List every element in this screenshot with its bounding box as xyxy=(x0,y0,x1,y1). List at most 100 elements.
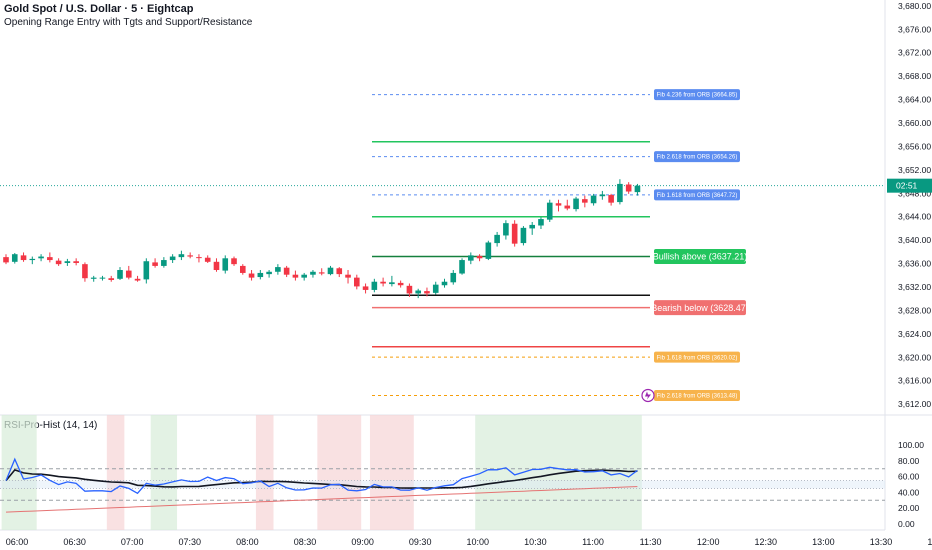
candle-body xyxy=(108,278,115,280)
candle-body xyxy=(125,270,132,278)
time-tick: 06:00 xyxy=(6,537,29,547)
rsi-tick: 40.00 xyxy=(898,487,920,497)
candle-body xyxy=(178,254,185,258)
price-tick: 3,656.00 xyxy=(898,141,931,151)
rsi-bear-zone xyxy=(369,415,414,530)
rsi-tick: 100.00 xyxy=(898,440,924,450)
candle-body xyxy=(599,194,606,197)
time-tick: 12:00 xyxy=(697,537,720,547)
candle-body xyxy=(143,261,150,280)
level-label: Bullish above (3637.21) xyxy=(653,252,748,262)
price-tick: 3,636.00 xyxy=(898,259,931,269)
candle-body xyxy=(450,272,457,283)
level-label-box xyxy=(654,248,746,264)
level-label: Fib 1.618 from ORB (3647.72) xyxy=(657,193,738,199)
price-tick: 3,628.00 xyxy=(898,305,931,315)
time-tick: 13:30 xyxy=(870,537,893,547)
candle-body xyxy=(432,284,439,293)
candle-body xyxy=(476,255,483,259)
candle-body xyxy=(459,260,465,274)
rsi-tick: 0.00 xyxy=(898,519,915,529)
rsi-bull-zone xyxy=(475,415,642,530)
candle-body xyxy=(134,278,141,281)
candle-body xyxy=(213,261,220,271)
rsi-tick: 80.00 xyxy=(898,456,920,466)
time-tick: 07:00 xyxy=(121,537,144,547)
price-tick: 3,632.00 xyxy=(898,282,931,292)
candle-body xyxy=(397,282,404,286)
candle-body xyxy=(257,272,264,278)
candle-body xyxy=(617,183,623,203)
candle-body xyxy=(64,261,71,263)
candle-body xyxy=(55,260,62,265)
price-tick: 3,620.00 xyxy=(898,352,931,362)
level-label: Fib 2.618 from ORB (3654.26) xyxy=(657,155,738,161)
price-tick: 3,668.00 xyxy=(898,71,931,81)
time-tick: 07:30 xyxy=(179,537,202,547)
last-price-marker xyxy=(887,178,932,193)
time-tick: 14:00 xyxy=(927,537,932,547)
price-tick: 3,664.00 xyxy=(898,95,931,105)
candle-body xyxy=(266,271,272,275)
level-label: Bearish below (3628.47) xyxy=(651,303,749,313)
time-tick: 11:00 xyxy=(582,537,604,547)
rsi-slow-line xyxy=(5,486,638,513)
candle-body xyxy=(573,198,579,210)
candle-body xyxy=(555,203,562,206)
price-tick: 3,612.00 xyxy=(898,399,931,409)
chart-subtitle: Opening Range Entry with Tgts and Suppor… xyxy=(4,17,253,28)
level-label: Fib 1.618 from ORB (3620.02) xyxy=(657,355,738,361)
level-label-box xyxy=(654,300,746,316)
candle-body xyxy=(354,277,360,287)
candle-body xyxy=(82,264,88,279)
candle-body xyxy=(169,256,176,261)
candle-body xyxy=(406,285,413,294)
candle-body xyxy=(327,267,334,275)
level-label-box xyxy=(654,351,740,363)
time-tick: 10:00 xyxy=(467,537,490,547)
price-tick: 3,680.00 xyxy=(898,1,931,11)
candle-body xyxy=(11,254,18,262)
candle-body xyxy=(468,255,474,261)
candle-body xyxy=(222,258,229,271)
candle-body xyxy=(625,184,632,192)
time-tick: 09:00 xyxy=(351,537,374,547)
candle-body xyxy=(239,265,246,273)
level-label: Fib 2.618 from ORB (3613.48) xyxy=(657,394,738,400)
time-tick: 08:30 xyxy=(294,537,317,547)
time-tick: 12:30 xyxy=(755,537,778,547)
candle-body xyxy=(196,257,202,259)
rsi-bull-zone xyxy=(1,415,37,530)
candle-body xyxy=(231,258,237,265)
level-label-box xyxy=(654,389,740,401)
candle-body xyxy=(248,273,255,278)
price-tick: 3,648.00 xyxy=(898,188,931,198)
candle-body xyxy=(389,282,395,285)
time-tick: 13:00 xyxy=(812,537,835,547)
level-label-box xyxy=(654,151,740,163)
candle-body xyxy=(424,291,430,294)
candle-body xyxy=(494,234,500,244)
candle-body xyxy=(415,290,421,294)
time-tick: 08:00 xyxy=(236,537,259,547)
candle-body xyxy=(336,268,343,275)
candle-body xyxy=(20,255,27,261)
rsi-bear-zone xyxy=(106,415,125,530)
candle-body xyxy=(634,185,641,193)
candle-body xyxy=(318,272,325,274)
price-tick: 3,624.00 xyxy=(898,329,931,339)
price-tick: 3,676.00 xyxy=(898,24,931,34)
candle-body xyxy=(204,257,211,262)
candle-body xyxy=(29,258,36,261)
candle-body xyxy=(161,260,167,266)
candle-body xyxy=(371,281,378,290)
level-label-box xyxy=(654,189,740,201)
rsi-tick: 20.00 xyxy=(898,503,920,513)
candle-body xyxy=(380,281,386,284)
candle-body xyxy=(310,271,316,275)
candle-body xyxy=(582,199,588,203)
countdown-label: 02:51 xyxy=(896,181,918,191)
candle-body xyxy=(546,202,553,220)
candle-body xyxy=(187,255,193,257)
